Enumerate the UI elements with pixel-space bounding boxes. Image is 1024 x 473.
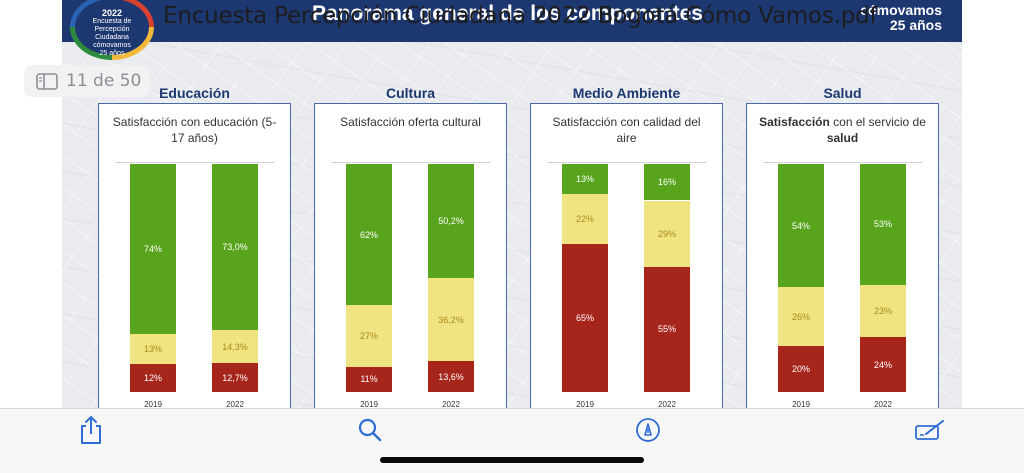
data-label: 11% (360, 374, 378, 385)
bar-segment: 50,2% (428, 164, 474, 279)
share-button[interactable] (77, 415, 105, 445)
sidebar-icon (36, 72, 58, 90)
data-label: 13% (575, 173, 594, 184)
bar-segment: 53% (860, 164, 906, 285)
slide-banner: Panorama general de los componentes cómo… (62, 0, 962, 42)
brand-logo: cómovamos 25 años (860, 2, 942, 33)
sector-title: Salud (823, 85, 862, 101)
stacked-bar: 13,6% 36,2% 50,2% (428, 164, 474, 392)
chart-panel: Satisfacción con calidad del aire 65% 22% 1… (530, 103, 723, 410)
document-title: Encuesta Percepción Ciudadana 2022 Bogot… (163, 3, 878, 29)
bar-segment: 14,3% (212, 330, 258, 364)
bar-segment: 11% (346, 366, 392, 392)
bottom-toolbar (0, 408, 1024, 473)
data-label: 50,2% (438, 216, 464, 227)
slide-title: Panorama general de los componentes (312, 2, 703, 25)
stacked-bar: 12,7% 14,3% 73,0% (212, 164, 258, 392)
year-label: 2019 (792, 400, 810, 409)
data-label: 24% (873, 359, 892, 370)
data-label: 20% (791, 364, 810, 375)
search-button[interactable] (356, 415, 384, 445)
year-label: 2022 (874, 400, 892, 409)
year-label: 2022 (658, 400, 676, 409)
data-label: 55% (657, 324, 676, 335)
sector-title: Educación (159, 85, 230, 101)
stacked-bar: 20% 26% 54% (778, 164, 824, 392)
data-label: 53% (873, 219, 892, 230)
chart-subtitle: Satisfacción con calidad del aire (552, 115, 701, 145)
bar-segment: 22% (562, 193, 608, 244)
bar-segment: 27% (346, 305, 392, 367)
bar-segment: 26% (778, 287, 824, 347)
data-label: 26% (791, 311, 810, 322)
bar-segment: 65% (562, 243, 608, 392)
data-label: 16% (657, 177, 676, 188)
data-label: 73,0% (222, 242, 248, 253)
data-label: 29% (657, 228, 676, 239)
data-label: 13% (143, 344, 162, 355)
share-icon (81, 416, 101, 444)
annotate-button[interactable] (913, 415, 947, 445)
divider (763, 162, 922, 163)
bar-segment: 13% (130, 334, 176, 365)
stacked-bar: 65% 22% 13% (562, 164, 608, 392)
bar-segment: 55% (644, 266, 690, 392)
bar-segment: 24% (860, 337, 906, 392)
stacked-bar: 11% 27% 62% (346, 164, 392, 392)
search-icon (358, 418, 382, 442)
data-label: 12% (143, 373, 162, 384)
bar-segment: 62% (346, 164, 392, 306)
bar-segment: 54% (778, 164, 824, 288)
markup-pen-icon (636, 418, 660, 442)
bar-segment: 12% (130, 364, 176, 392)
data-label: 54% (791, 220, 810, 231)
survey-logo: 2022 Encuesta de Percepción Ciudadana có… (70, 0, 154, 60)
data-label: 14,3% (222, 341, 248, 352)
divider (331, 162, 490, 163)
data-label: 22% (575, 213, 594, 224)
chart-panel: Satisfacción con el servicio de salud 20%… (746, 103, 939, 410)
bar-segment: 29% (644, 200, 690, 267)
chart-subtitle: Satisfacción con el servicio de salud (759, 115, 926, 145)
bar-segment: 13% (562, 164, 608, 194)
data-label: 13,6% (438, 371, 464, 382)
divider (547, 162, 706, 163)
sector-title: Medio Ambiente (572, 85, 681, 101)
year-label: 2022 (226, 400, 244, 409)
chart-subtitle: Satisfacción con educación (5-17 años) (112, 115, 277, 145)
bar-segment: 20% (778, 346, 824, 392)
data-label: 65% (575, 312, 594, 323)
divider (115, 162, 274, 163)
chart-panel: Satisfacción con educación (5-17 años) 12… (98, 103, 291, 410)
data-label: 12,7% (222, 372, 248, 383)
bar-segment: 74% (130, 164, 176, 335)
bar-segment: 23% (860, 284, 906, 338)
stacked-bar: 55% 29% 16% (644, 164, 690, 392)
chart-subtitle: Satisfacción oferta cultural (340, 115, 481, 129)
data-label: 27% (359, 331, 378, 342)
page-indicator[interactable]: 11 de 50 (24, 65, 150, 97)
pdf-page[interactable]: Panorama general de los componentes cómo… (62, 0, 962, 410)
bar-segment: 36,2% (428, 278, 474, 361)
year-label: 2022 (442, 400, 460, 409)
sector-title: Cultura (386, 85, 435, 101)
chart-panel: Satisfacción oferta cultural 11% 27% 62% 201… (314, 103, 507, 410)
data-label: 36,2% (438, 314, 464, 325)
markup-button[interactable] (634, 415, 662, 445)
data-label: 74% (143, 244, 162, 255)
stacked-bar: 24% 23% 53% (860, 164, 906, 392)
bar-segment: 12,7% (212, 363, 258, 392)
home-indicator (380, 457, 644, 463)
bar-segment: 13,6% (428, 361, 474, 392)
page-number-label: 11 de 50 (66, 71, 142, 91)
data-label: 62% (359, 229, 378, 240)
year-label: 2019 (360, 400, 378, 409)
bar-segment: 73,0% (212, 164, 258, 331)
data-label: 23% (873, 306, 892, 317)
bar-segment: 16% (644, 164, 690, 201)
stacked-bar: 12% 13% 74% (130, 164, 176, 392)
annotate-icon (915, 420, 944, 440)
year-label: 2019 (144, 400, 162, 409)
year-label: 2019 (576, 400, 594, 409)
